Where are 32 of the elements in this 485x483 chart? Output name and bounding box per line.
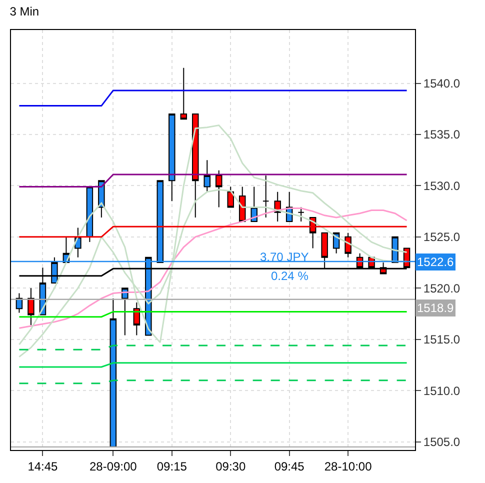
candlestick (344, 232, 352, 258)
candlestick (133, 302, 140, 336)
y-tick-label: 1535.0 (423, 128, 460, 142)
line-series (18, 207, 408, 329)
candlestick (262, 174, 270, 218)
x-tick-label: 09:15 (156, 459, 188, 474)
candlestick (204, 160, 211, 192)
candlestick (215, 170, 222, 208)
y-tick-label: 1515.0 (423, 332, 460, 347)
x-tick-label: 09:45 (274, 459, 305, 474)
candlestick (168, 114, 176, 202)
y-tick-label: 1525.0 (423, 230, 460, 244)
candlestick (298, 206, 304, 222)
x-tick-label: 09:30 (216, 459, 246, 474)
y-tick-label: 1530.0 (423, 178, 460, 193)
x-tick-label: 28-10:00 (324, 459, 372, 474)
candlestick (28, 288, 34, 326)
candlestick (180, 67, 188, 120)
candlestick (192, 114, 199, 218)
ref-line-label: 1518.9 (417, 301, 454, 315)
y-tick-label: 1510.0 (423, 384, 460, 398)
annotation: 0.24 % (271, 269, 309, 283)
y-tick-label: 1505.0 (423, 435, 460, 449)
x-tick-label: 28-09:00 (89, 459, 138, 474)
annotation: 3.70 JPY (260, 250, 309, 264)
x-tick-label: 14:45 (28, 459, 58, 474)
y-tick-label: 1520.0 (423, 281, 460, 296)
candlestick (122, 288, 128, 336)
y-tick-label: 1540.0 (423, 76, 460, 90)
ref-line-label: 1522.6 (417, 255, 454, 269)
chart-title: 3 Min (10, 4, 40, 19)
candlestick (227, 186, 234, 208)
